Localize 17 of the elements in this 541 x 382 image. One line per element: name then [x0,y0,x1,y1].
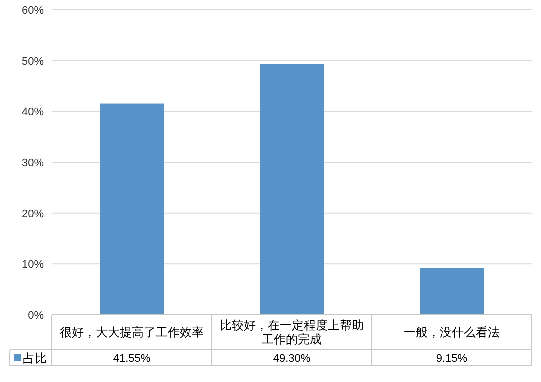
y-tick-label: 30% [22,158,44,170]
y-tick-label: 60% [22,5,44,17]
x-tick-label: 很好，大大提高了工作效率 [60,326,204,340]
data-label: 9.15% [436,353,468,365]
bar [100,104,164,315]
data-label: 49.30% [273,353,311,365]
legend-label: 占比 [23,352,47,366]
y-tick-label: 20% [22,208,44,220]
data-label: 41.55% [113,353,151,365]
y-tick-label: 10% [22,259,44,272]
x-tick-label: 一般，没什么看法 [404,326,500,340]
y-tick-label: 0% [28,310,44,322]
bar [420,268,484,315]
y-tick-label: 50% [22,56,44,68]
x-tick-label: 比较好，在一定程度上帮助工作的完成 [220,318,364,346]
y-tick-label: 40% [22,106,44,119]
bar [260,64,324,315]
